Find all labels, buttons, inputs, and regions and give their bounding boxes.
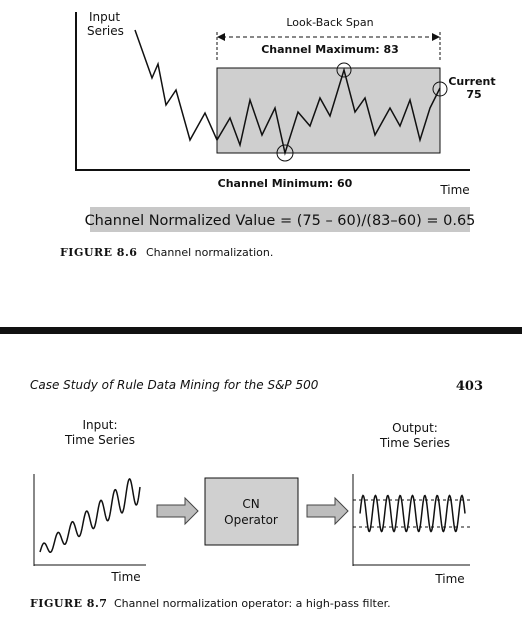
arrow: [156, 496, 199, 526]
current-label: Current: [448, 75, 495, 88]
caption-text: Channel normalization operator: a high-p…: [114, 597, 391, 610]
output-wave: [359, 494, 466, 533]
input-label: Series: [87, 24, 124, 38]
figure-8-6: Input Series Look-Back Span Channel Maxi…: [60, 10, 496, 259]
current-marker: [432, 81, 448, 97]
formula: Channel Normalized Value = (75 – 60)/(83…: [85, 213, 476, 229]
output-label: Output:: [392, 421, 438, 435]
caption-text: Channel normalization.: [146, 246, 273, 259]
page-divider: [0, 327, 522, 334]
time-label: Time: [439, 183, 469, 197]
figure-8-7: Input: Time Series Output: Time Series T…: [30, 418, 470, 610]
caption-number: FIGURE 8.6: [60, 246, 137, 259]
page-number: 403: [456, 379, 483, 394]
operator-label: CN: [242, 497, 259, 511]
output-label: Time Series: [379, 436, 450, 450]
input-series-line: [134, 29, 441, 156]
formula-band: [90, 207, 470, 232]
max-marker: [336, 62, 352, 78]
running-title: Case Study of Rule Data Mining for the S…: [30, 378, 319, 392]
input-label: Input:: [82, 418, 117, 432]
output-time-label: Time: [434, 572, 464, 586]
span-label: Look-Back Span: [286, 16, 373, 29]
arrow: [306, 496, 349, 526]
operator-box: [204, 477, 299, 546]
operator-label: Operator: [224, 513, 278, 527]
min-marker: [276, 144, 294, 162]
min-label: Channel Minimum: 60: [218, 177, 353, 190]
max-label: Channel Maximum: 83: [261, 43, 399, 56]
caption-number: FIGURE 8.7: [30, 597, 107, 610]
input-label: Time Series: [64, 433, 135, 447]
input-label: Input: [89, 10, 120, 24]
input-time-label: Time: [110, 570, 140, 584]
current-label: 75: [466, 88, 481, 101]
input-wave: [39, 477, 141, 553]
